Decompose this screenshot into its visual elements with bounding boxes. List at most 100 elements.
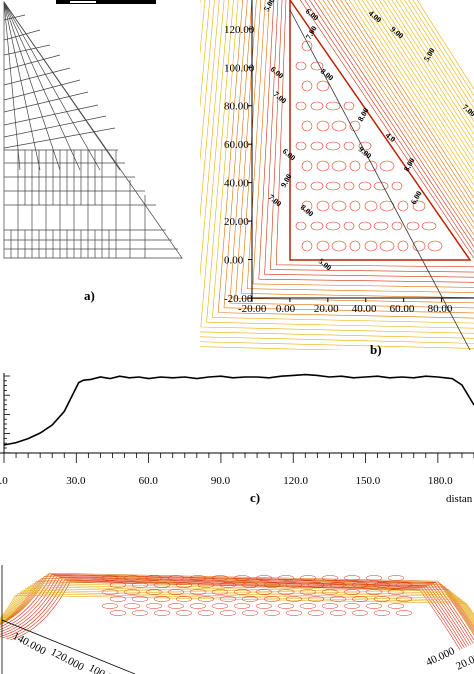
d-tick-label: 140.000	[11, 630, 49, 658]
contour-label: 8.00	[299, 203, 316, 219]
surface-contour	[0, 572, 474, 636]
interior-cell	[364, 240, 378, 252]
surface-cell	[373, 596, 391, 602]
contour-line	[399, 0, 474, 116]
contour-line	[200, 0, 474, 339]
b-x-tick-label: -20.00	[238, 303, 267, 315]
interior-cell	[358, 221, 372, 231]
contour-line	[200, 0, 474, 148]
contour-line	[412, 0, 474, 97]
interior-cell	[325, 101, 341, 111]
mesh-top-bar	[56, 0, 156, 4]
surface-cell	[211, 589, 229, 595]
contour-line	[270, 0, 474, 273]
contour-line	[241, 0, 474, 298]
surface-cell	[329, 596, 347, 602]
surface-contour	[0, 579, 474, 629]
contour-label: 7.00	[267, 193, 284, 209]
interior-cell	[331, 160, 347, 172]
interior-cell	[301, 160, 313, 172]
surface-cell	[277, 575, 295, 581]
surface-cell	[395, 610, 413, 616]
triangle-interior	[289, 0, 472, 261]
interior-cell	[331, 200, 347, 212]
interior-cell	[343, 101, 355, 111]
b-x-tick-label: 0.00	[276, 303, 296, 315]
interior-cell	[364, 200, 378, 212]
interior-cell	[379, 160, 395, 172]
surface-cell	[395, 582, 413, 588]
contour-line	[395, 0, 474, 123]
surface-cell	[233, 575, 251, 581]
surface-cell	[219, 582, 237, 588]
interior-cell	[301, 240, 313, 252]
contour-line	[235, 0, 474, 304]
surface-cell	[219, 610, 237, 616]
surface-contour	[0, 591, 474, 621]
interior-cell	[325, 141, 341, 151]
b-y-tick-label: 0.00	[224, 255, 244, 267]
contour-lines	[200, 0, 474, 350]
surface-cell	[189, 603, 207, 609]
c-x-tick-label: 60.0	[139, 475, 159, 487]
surface-contour	[0, 578, 474, 631]
interior-cell	[295, 181, 307, 191]
surface-contour	[0, 584, 474, 624]
b-y-tick-label: -20.00	[224, 293, 253, 305]
surface-cell	[131, 582, 149, 588]
surface-contour	[0, 595, 474, 619]
contour-label: 6.00	[281, 147, 298, 163]
surface-cell	[285, 596, 303, 602]
interior-cell	[301, 40, 313, 52]
surface-cell	[277, 603, 295, 609]
surface-cell	[351, 582, 369, 588]
surface-cell	[299, 603, 317, 609]
b-y-tick-label: 40.00	[224, 178, 249, 190]
interior-cell	[325, 221, 341, 231]
surface-cell	[343, 603, 361, 609]
interior-cell	[310, 141, 324, 151]
c-x-tick-label: 90.0	[211, 475, 231, 487]
surface-cell	[145, 603, 163, 609]
contour-line	[200, 0, 474, 142]
contour-label: 9.00	[279, 172, 294, 189]
surface-cell	[167, 589, 185, 595]
interior-cell	[343, 141, 355, 151]
interior-cell	[412, 240, 426, 252]
surface-cell	[351, 610, 369, 616]
c-x-tick-label: 180.0	[428, 475, 453, 487]
surface-cell	[175, 610, 193, 616]
surface-contour	[0, 578, 467, 647]
contour-line	[275, 0, 474, 268]
surface-contour	[0, 593, 474, 620]
interior-cell	[421, 221, 437, 231]
contour-line	[212, 0, 474, 324]
surface-cell	[351, 596, 369, 602]
contour-line	[387, 0, 474, 136]
c-x-tick-label: 30.0	[66, 475, 86, 487]
b-y-tick-label: 20.00	[224, 216, 249, 228]
interior-cell	[358, 141, 372, 151]
d-tick-label: 120.000	[49, 646, 87, 674]
surface-cell	[329, 610, 347, 616]
b-x-tick-label: 20.00	[314, 303, 339, 315]
contour-label: 8.00	[356, 106, 371, 123]
surface-cell	[263, 610, 281, 616]
interior-cell	[295, 101, 307, 111]
surface-cell	[277, 589, 295, 595]
contour-line	[408, 0, 474, 103]
b-x-tick-label: 60.00	[390, 303, 415, 315]
c-x-tick-label: 0.0	[0, 475, 8, 487]
surface-cell	[307, 596, 325, 602]
surface-contour	[0, 586, 474, 624]
surface-cell	[365, 603, 383, 609]
interior-cell	[412, 200, 426, 212]
surface-cell	[109, 610, 127, 616]
surface-cell	[167, 575, 185, 581]
interior-cell	[295, 61, 307, 71]
interior-cell	[358, 181, 372, 191]
interior-cell	[349, 160, 361, 172]
surface-cell	[255, 589, 273, 595]
surface-cell	[211, 603, 229, 609]
interior-cell	[310, 101, 324, 111]
